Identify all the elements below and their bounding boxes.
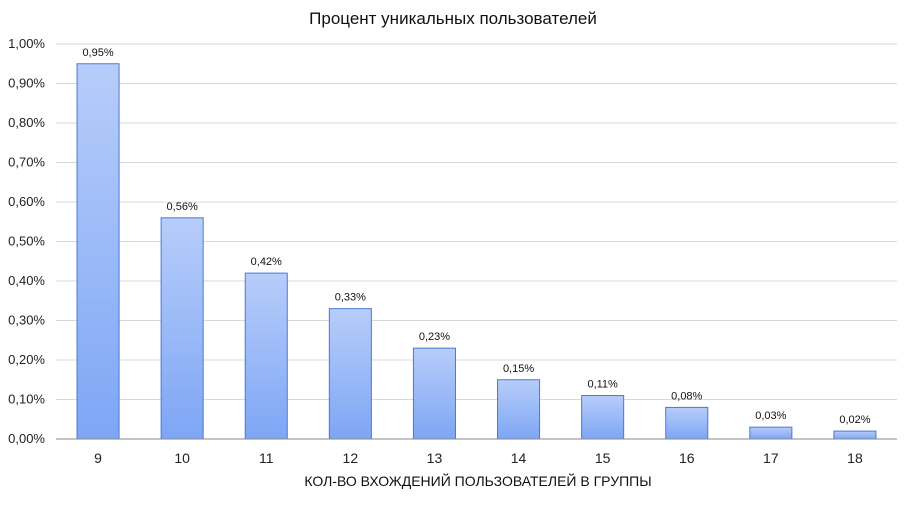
y-tick-label: 0,30% <box>8 313 45 328</box>
bar <box>833 430 877 440</box>
data-label: 0,03% <box>755 410 786 422</box>
y-tick-label: 0,90% <box>8 76 45 91</box>
bar <box>328 308 372 440</box>
x-axis-label: КОЛ-ВО ВХОЖДЕНИЙ ПОЛЬЗОВАТЕЛЕЙ В ГРУППЫ <box>304 472 651 489</box>
x-tick-label: 17 <box>763 450 779 466</box>
y-tick-label: 1,00% <box>8 36 45 51</box>
x-tick-label: 18 <box>847 450 863 466</box>
data-labels: 0,95% 0,56% 0,42% 0,33% 0,23% 0,15% 0,11% 0,08%… <box>82 47 870 426</box>
x-tick-label: 16 <box>679 450 695 466</box>
x-tick-label: 12 <box>343 450 359 466</box>
bar <box>160 217 204 440</box>
y-tick-label: 0,80% <box>8 115 45 130</box>
y-tick-label: 0,50% <box>8 234 45 249</box>
y-tick-label: 0,10% <box>8 392 45 407</box>
y-tick-label: 0,70% <box>8 155 45 170</box>
bar <box>244 272 288 440</box>
x-tick-label: 15 <box>595 450 611 466</box>
bar <box>665 406 709 440</box>
x-tick-label: 9 <box>94 450 102 466</box>
data-label: 0,08% <box>671 390 702 402</box>
data-label: 0,11% <box>587 379 618 391</box>
bar <box>581 395 625 440</box>
x-tick-label: 11 <box>259 450 274 466</box>
data-label: 0,42% <box>251 256 282 268</box>
bar <box>76 63 120 440</box>
data-label: 0,95% <box>82 47 113 59</box>
chart-title: Процент уникальных пользователей <box>309 9 597 28</box>
bar <box>497 379 541 440</box>
y-tick-label: 0,20% <box>8 352 45 367</box>
y-tick-label: 0,40% <box>8 273 45 288</box>
data-label: 0,02% <box>839 414 870 426</box>
y-tick-label: 0,60% <box>8 194 45 209</box>
data-label: 0,56% <box>167 201 198 213</box>
bar <box>412 347 456 440</box>
y-axis-ticks: 0,00% 0,10% 0,20% 0,30% 0,40% 0,50% 0,60% 0,70%… <box>8 36 45 446</box>
y-tick-label: 0,00% <box>8 431 45 446</box>
bars <box>76 63 877 440</box>
x-tick-label: 10 <box>174 450 190 466</box>
data-label: 0,15% <box>503 363 534 375</box>
data-label: 0,33% <box>335 292 366 304</box>
x-tick-label: 14 <box>511 450 527 466</box>
x-tick-label: 13 <box>427 450 443 466</box>
x-axis-ticks: 9 10 11 12 13 14 15 16 17 18 <box>94 450 863 466</box>
data-label: 0,23% <box>419 331 450 343</box>
bar <box>749 426 793 440</box>
